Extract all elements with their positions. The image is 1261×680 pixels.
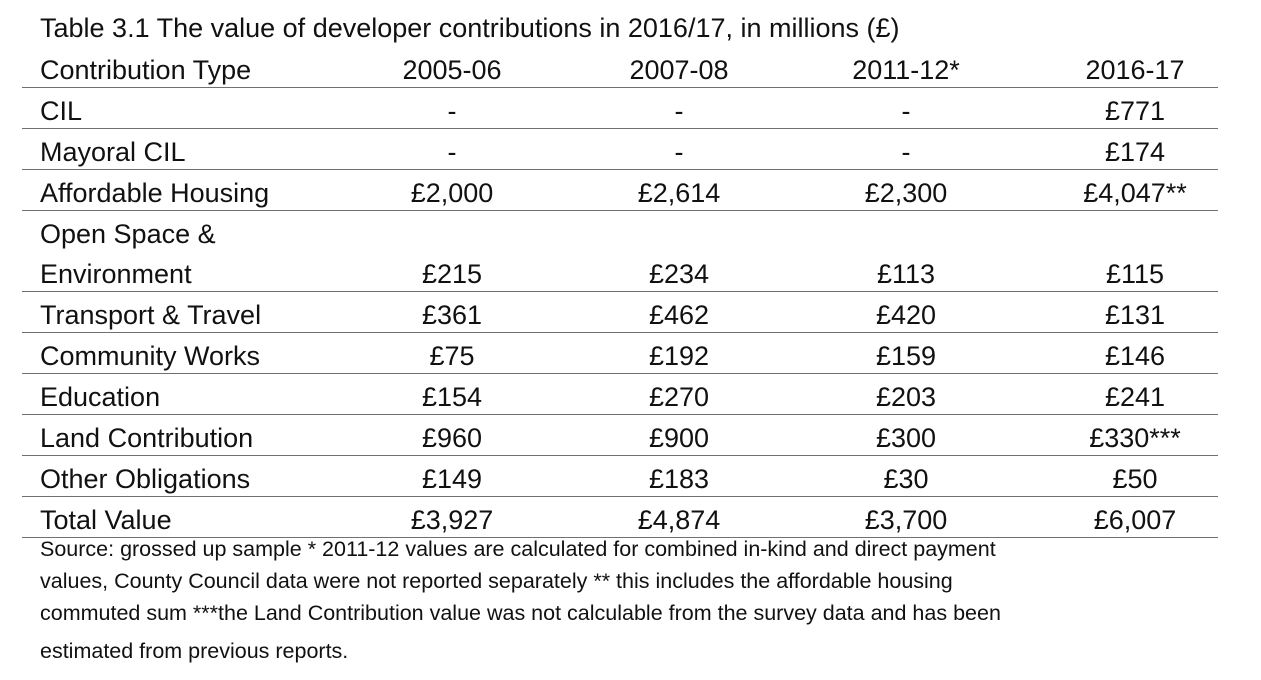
cell-value: £234 xyxy=(566,210,792,292)
table-row: Education £154 £270 £203 £241 xyxy=(22,373,1218,415)
row-label-line: Open Space & xyxy=(40,219,216,249)
cell-value: £771 xyxy=(1020,87,1218,129)
cell-value: £900 xyxy=(566,414,792,456)
cell-value: £6,007 xyxy=(1020,496,1218,538)
cell-value: £3,927 xyxy=(338,496,566,538)
row-label: Affordable Housing xyxy=(22,169,338,211)
cell-value: £159 xyxy=(792,332,1020,374)
cell-value: - xyxy=(338,128,566,170)
cell-value: £154 xyxy=(338,373,566,415)
header-contribution-type: Contribution Type xyxy=(22,47,338,88)
footnote-line: commuted sum ***the Land Contribution va… xyxy=(40,601,1001,625)
row-label: Community Works xyxy=(22,332,338,374)
row-label: Transport & Travel xyxy=(22,291,338,333)
cell-value: £146 xyxy=(1020,332,1218,374)
row-label: Land Contribution xyxy=(22,414,338,456)
cell-value: - xyxy=(792,128,1020,170)
cell-value: £115 xyxy=(1020,210,1218,292)
table-row: Other Obligations £149 £183 £30 £50 xyxy=(22,455,1218,497)
cell-value: - xyxy=(566,128,792,170)
cell-value: £2,000 xyxy=(338,169,566,211)
cell-value: £330*** xyxy=(1020,414,1218,456)
header-2016-17: 2016-17 xyxy=(1020,47,1218,88)
cell-value: £462 xyxy=(566,291,792,333)
cell-value: - xyxy=(792,87,1020,129)
table-header-row: Contribution Type 2005-06 2007-08 2011-1… xyxy=(22,47,1218,88)
header-2007-08: 2007-08 xyxy=(566,47,792,88)
cell-value: £420 xyxy=(792,291,1020,333)
cell-value: £183 xyxy=(566,455,792,497)
cell-value: £3,700 xyxy=(792,496,1020,538)
row-label: Other Obligations xyxy=(22,455,338,497)
cell-value: £270 xyxy=(566,373,792,415)
cell-value: £4,047** xyxy=(1020,169,1218,211)
cell-value: £50 xyxy=(1020,455,1218,497)
cell-value: £149 xyxy=(338,455,566,497)
cell-value: £361 xyxy=(338,291,566,333)
footnote-line: estimated from previous reports. xyxy=(40,639,349,663)
table-row: CIL - - - £771 xyxy=(22,87,1218,129)
cell-value: £960 xyxy=(338,414,566,456)
footnote-line: values, County Council data were not rep… xyxy=(40,569,953,593)
row-label: Mayoral CIL xyxy=(22,128,338,170)
cell-value: £2,300 xyxy=(792,169,1020,211)
row-label: Open Space & Environment xyxy=(22,210,338,292)
table-row: Total Value £3,927 £4,874 £3,700 £6,007 xyxy=(22,496,1218,538)
table-footnotes: Source: grossed up sample * 2011-12 valu… xyxy=(40,533,1001,667)
table-row: Affordable Housing £2,000 £2,614 £2,300 £4,0… xyxy=(22,169,1218,211)
table-row: Community Works £75 £192 £159 £146 xyxy=(22,332,1218,374)
cell-value: £174 xyxy=(1020,128,1218,170)
cell-value: £215 xyxy=(338,210,566,292)
cell-value: £75 xyxy=(338,332,566,374)
cell-value: - xyxy=(338,87,566,129)
row-label: Education xyxy=(22,373,338,415)
row-label-line: Environment xyxy=(40,259,192,289)
cell-value: £203 xyxy=(792,373,1020,415)
cell-value: - xyxy=(566,87,792,129)
cell-value: £300 xyxy=(792,414,1020,456)
cell-value: £113 xyxy=(792,210,1020,292)
cell-value: £30 xyxy=(792,455,1020,497)
contributions-table: Contribution Type 2005-06 2007-08 2011-1… xyxy=(22,47,1218,538)
table-row: Land Contribution £960 £900 £300 £330*** xyxy=(22,414,1218,456)
cell-value: £131 xyxy=(1020,291,1218,333)
table-title: Table 3.1 The value of developer contrib… xyxy=(40,13,900,43)
cell-value: £192 xyxy=(566,332,792,374)
row-label: Total Value xyxy=(22,496,338,538)
cell-value: £2,614 xyxy=(566,169,792,211)
row-label: CIL xyxy=(22,87,338,129)
footnote-line: Source: grossed up sample * 2011-12 valu… xyxy=(40,537,996,561)
table-row: Mayoral CIL - - - £174 xyxy=(22,128,1218,170)
header-2011-12: 2011-12* xyxy=(792,47,1020,88)
header-2005-06: 2005-06 xyxy=(338,47,566,88)
table-row: Transport & Travel £361 £462 £420 £131 xyxy=(22,291,1218,333)
table-row: Open Space & Environment £215 £234 £113 £115 xyxy=(22,210,1218,292)
cell-value: £241 xyxy=(1020,373,1218,415)
cell-value: £4,874 xyxy=(566,496,792,538)
